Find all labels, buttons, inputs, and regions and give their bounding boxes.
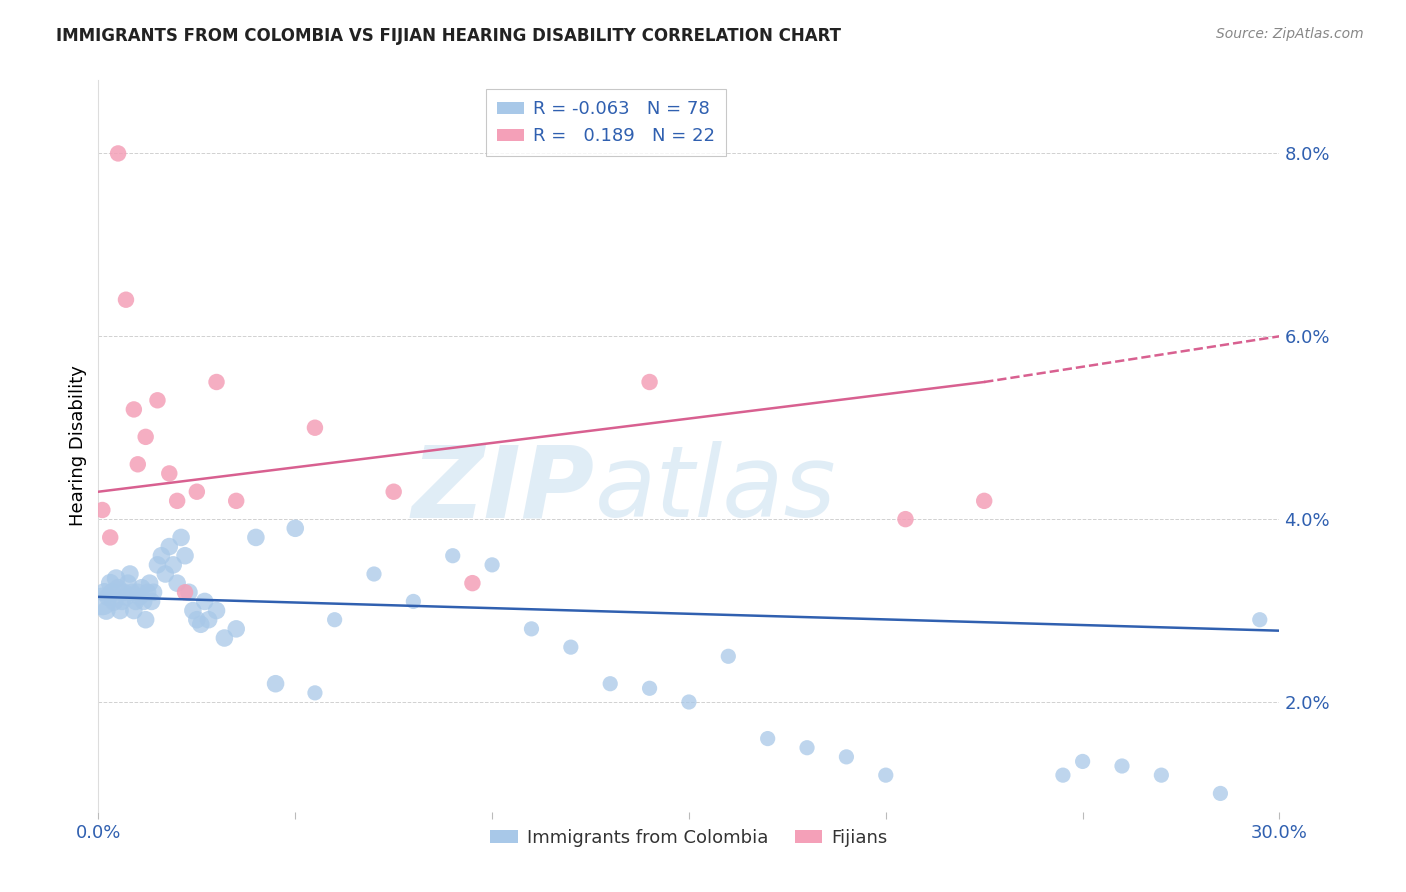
Point bbox=[98, 530, 121, 544]
Point bbox=[717, 649, 740, 664]
Point bbox=[363, 567, 385, 582]
Point bbox=[520, 622, 543, 636]
Point bbox=[117, 576, 139, 591]
Point bbox=[481, 558, 503, 572]
Point bbox=[115, 293, 138, 307]
Point bbox=[93, 585, 115, 599]
Point bbox=[157, 540, 180, 554]
Point bbox=[135, 430, 157, 444]
Point bbox=[136, 585, 159, 599]
Point bbox=[186, 613, 208, 627]
Point bbox=[138, 576, 160, 591]
Point bbox=[107, 146, 129, 161]
Point bbox=[284, 521, 307, 535]
Point bbox=[132, 594, 155, 608]
Point bbox=[103, 594, 125, 608]
Point bbox=[678, 695, 700, 709]
Point bbox=[225, 494, 247, 508]
Point bbox=[304, 421, 326, 435]
Point bbox=[105, 572, 128, 586]
Point bbox=[122, 603, 145, 617]
Point bbox=[146, 393, 169, 408]
Point bbox=[756, 731, 779, 746]
Point bbox=[121, 585, 143, 599]
Point bbox=[1052, 768, 1074, 782]
Point bbox=[131, 581, 153, 595]
Text: ZIP: ZIP bbox=[412, 442, 595, 539]
Point bbox=[118, 567, 141, 582]
Point bbox=[205, 375, 228, 389]
Point bbox=[796, 740, 818, 755]
Text: IMMIGRANTS FROM COLOMBIA VS FIJIAN HEARING DISABILITY CORRELATION CHART: IMMIGRANTS FROM COLOMBIA VS FIJIAN HEARI… bbox=[56, 27, 841, 45]
Point bbox=[112, 585, 135, 599]
Point bbox=[875, 768, 897, 782]
Point bbox=[125, 594, 148, 608]
Point bbox=[135, 613, 157, 627]
Point bbox=[304, 686, 326, 700]
Point bbox=[973, 494, 995, 508]
Point bbox=[166, 494, 188, 508]
Point bbox=[461, 576, 484, 591]
Point bbox=[127, 458, 149, 472]
Point bbox=[115, 590, 138, 604]
Point bbox=[122, 402, 145, 417]
Point bbox=[181, 603, 204, 617]
Point bbox=[108, 603, 131, 617]
Point bbox=[1209, 787, 1232, 801]
Point bbox=[894, 512, 917, 526]
Point bbox=[174, 549, 197, 563]
Point bbox=[638, 375, 661, 389]
Point bbox=[638, 681, 661, 696]
Point bbox=[214, 631, 236, 645]
Point bbox=[142, 585, 165, 599]
Text: Source: ZipAtlas.com: Source: ZipAtlas.com bbox=[1216, 27, 1364, 41]
Point bbox=[190, 617, 212, 632]
Point bbox=[162, 558, 184, 572]
Y-axis label: Hearing Disability: Hearing Disability bbox=[69, 366, 87, 526]
Point bbox=[186, 484, 208, 499]
Point bbox=[1150, 768, 1173, 782]
Point bbox=[127, 585, 149, 599]
Point bbox=[835, 749, 858, 764]
Point bbox=[97, 590, 120, 604]
Point bbox=[194, 594, 217, 608]
Point bbox=[101, 585, 124, 599]
Point bbox=[166, 576, 188, 591]
Text: atlas: atlas bbox=[595, 442, 837, 539]
Point bbox=[323, 613, 346, 627]
Point bbox=[91, 503, 114, 517]
Point bbox=[1071, 755, 1094, 769]
Point bbox=[107, 581, 129, 595]
Point bbox=[599, 676, 621, 690]
Point bbox=[141, 594, 163, 608]
Point bbox=[177, 585, 200, 599]
Point bbox=[157, 467, 180, 481]
Point bbox=[1111, 759, 1133, 773]
Point bbox=[225, 622, 247, 636]
Point bbox=[1249, 613, 1271, 627]
Point bbox=[402, 594, 425, 608]
Point bbox=[174, 585, 197, 599]
Point bbox=[441, 549, 464, 563]
Legend: Immigrants from Colombia, Fijians: Immigrants from Colombia, Fijians bbox=[484, 822, 894, 854]
Point bbox=[205, 603, 228, 617]
Point bbox=[96, 603, 118, 617]
Point bbox=[155, 567, 177, 582]
Point bbox=[111, 594, 134, 608]
Point bbox=[98, 576, 121, 591]
Point bbox=[146, 558, 169, 572]
Point bbox=[91, 594, 114, 608]
Point bbox=[382, 484, 405, 499]
Point bbox=[150, 549, 173, 563]
Point bbox=[560, 640, 582, 655]
Point bbox=[128, 590, 150, 604]
Point bbox=[197, 613, 219, 627]
Point bbox=[170, 530, 193, 544]
Point bbox=[264, 676, 287, 690]
Point bbox=[245, 530, 267, 544]
